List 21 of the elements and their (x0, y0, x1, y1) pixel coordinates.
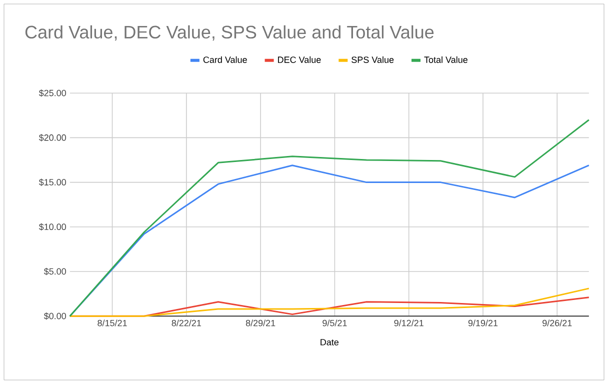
legend-label: Total Value (424, 56, 468, 63)
y-tick-label: $10.00 (38, 223, 66, 231)
y-tick-label: $25.00 (38, 89, 66, 97)
x-axis-title: Date (320, 339, 339, 346)
x-tick-label: 9/19/21 (468, 320, 498, 326)
x-tick-label: 8/15/21 (98, 320, 127, 326)
line-series (69, 119, 590, 317)
legend-label: DEC Value (278, 56, 321, 63)
chart-title: Card Value, DEC Value, SPS Value and Total Value (25, 25, 434, 41)
legend-label: SPS Value (352, 56, 394, 63)
y-tick-label: $15.00 (38, 178, 66, 186)
y-tick-label: $20.00 (38, 134, 66, 142)
x-tick-label: 8/22/21 (172, 320, 201, 326)
x-tick-label: 9/12/21 (394, 320, 424, 326)
y-tick-label: $0.00 (44, 312, 66, 320)
legend-label: Card Value (203, 56, 247, 63)
y-tick-label: $5.00 (44, 268, 66, 276)
x-tick-label: 9/5/21 (322, 320, 347, 326)
x-tick-label: 8/29/21 (246, 320, 276, 326)
x-tick-label: 9/26/21 (542, 320, 572, 326)
line-series (69, 288, 590, 317)
